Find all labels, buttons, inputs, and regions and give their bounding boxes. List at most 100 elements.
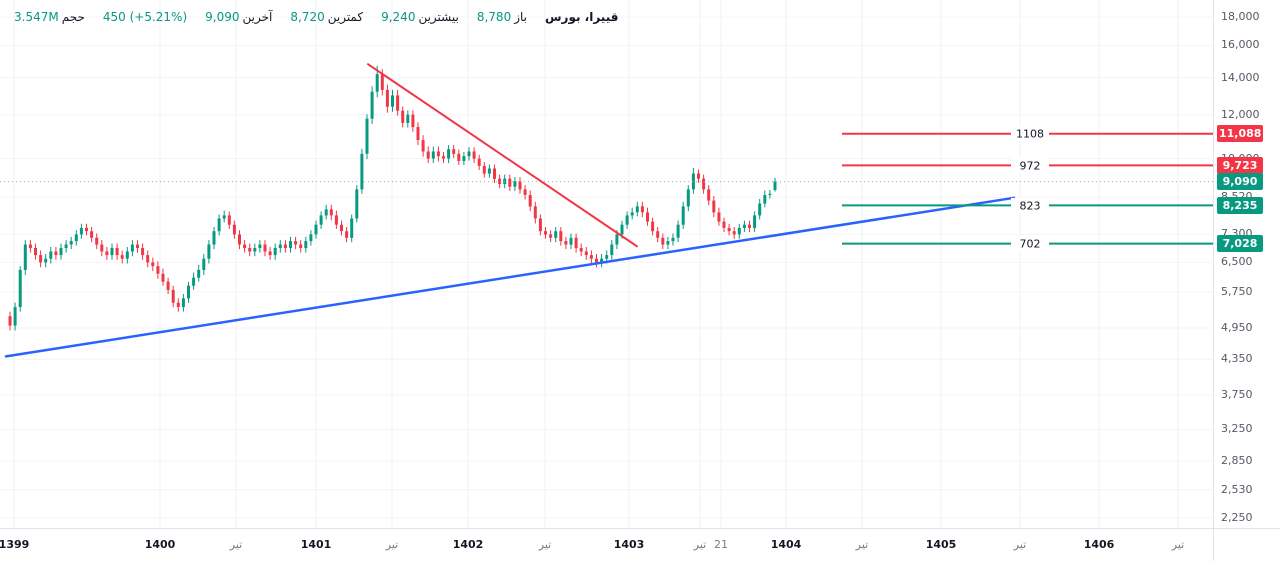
- time-axis-label: تیر: [538, 538, 552, 551]
- level-price-badge: 11,088: [1217, 125, 1263, 143]
- time-axis-label: تیر: [385, 538, 399, 551]
- price-axis-label: 5,750: [1221, 284, 1253, 298]
- candle-body: [671, 237, 675, 242]
- candle-body: [452, 149, 456, 154]
- low-label: کمترین: [327, 10, 364, 24]
- candle-body: [187, 285, 190, 299]
- candle-body: [176, 302, 180, 308]
- level-price-badge: 7,028: [1217, 235, 1263, 253]
- candle-body: [110, 248, 114, 256]
- candle-body: [120, 255, 124, 259]
- candle-body: [661, 237, 665, 245]
- high-value: 9,240: [381, 10, 416, 24]
- candle-body: [375, 74, 379, 92]
- candle-body: [442, 156, 445, 159]
- candle-body: [105, 251, 109, 256]
- candle-body: [273, 248, 277, 256]
- candle-body: [513, 181, 517, 187]
- candle-body: [727, 227, 731, 232]
- candle-body: [85, 227, 88, 232]
- candle-body: [329, 209, 333, 216]
- candle-body: [100, 244, 104, 252]
- symbol-name[interactable]: قییرا، بورس: [545, 10, 619, 24]
- candle-body: [54, 251, 58, 256]
- level-label-bg: [1011, 197, 1049, 213]
- candle-body: [79, 227, 83, 235]
- time-axis-label: تیر: [693, 538, 707, 551]
- candle-body: [487, 168, 491, 174]
- candle-body: [676, 224, 680, 238]
- candle-body: [69, 241, 73, 245]
- high-label: بیشترین: [418, 10, 459, 24]
- price-axis-label: 2,530: [1221, 482, 1253, 496]
- candle-body: [732, 231, 736, 235]
- candle-body: [141, 248, 145, 256]
- candle-body: [151, 262, 155, 267]
- time-axis-label: 1403: [613, 538, 645, 551]
- candle-body: [656, 231, 660, 238]
- candle-body: [217, 218, 221, 232]
- candle-body: [166, 281, 170, 290]
- candle-body: [18, 269, 22, 307]
- time-axis-label: 1402: [452, 538, 484, 551]
- candle-body: [595, 258, 598, 263]
- candle-body: [28, 244, 32, 248]
- candle-body: [630, 212, 634, 216]
- candle-body: [248, 248, 252, 252]
- candle-body: [717, 212, 721, 222]
- price-axis[interactable]: 18,00016,00014,00012,00010,0008,5207,300…: [1213, 0, 1280, 528]
- candle-body: [538, 218, 542, 232]
- level-label-bg: [1011, 126, 1049, 142]
- candle-body: [579, 248, 583, 252]
- candle-body: [528, 195, 532, 207]
- last-field: آخرین9,090: [205, 10, 272, 24]
- time-axis-label: 21: [714, 538, 728, 551]
- candle-body: [589, 255, 593, 259]
- price-axis-label: 14,000: [1221, 70, 1260, 84]
- candle-body: [243, 244, 247, 248]
- low-field: کمترین8,720: [290, 10, 363, 24]
- candle-body: [253, 248, 257, 252]
- price-axis-label: 2,850: [1221, 454, 1253, 467]
- candle-body: [625, 215, 629, 225]
- candle-body: [115, 248, 119, 256]
- price-axis-label: 3,250: [1221, 422, 1253, 436]
- time-axis[interactable]: 1399 1400 تیر 1401 تیر 1402 تیر 1403 تیر 21 1404 تی…: [0, 528, 1213, 561]
- candle-body: [447, 149, 451, 159]
- time-axis-label: تیر: [855, 538, 869, 551]
- candle-body: [283, 244, 287, 248]
- candle-body: [370, 91, 374, 119]
- candle-body: [533, 206, 537, 219]
- candle-body: [482, 166, 486, 174]
- price-chart-canvas[interactable]: 1108 972 823 702: [0, 0, 1213, 528]
- candle-body: [324, 209, 328, 216]
- candle-body: [523, 189, 527, 195]
- candle-body: [605, 255, 609, 259]
- candle-body: [554, 231, 558, 238]
- candle-body: [457, 153, 461, 161]
- open-value: 8,780: [476, 10, 512, 24]
- support-trendline[interactable]: [4, 196, 1016, 358]
- candle-body: [722, 221, 726, 228]
- resistance-trendline[interactable]: [367, 63, 638, 248]
- candle-body: [467, 151, 471, 157]
- volume-field: حجم3.547M: [14, 10, 85, 24]
- candle-body: [416, 127, 420, 140]
- candle-body: [691, 173, 695, 190]
- candle-body: [646, 212, 649, 222]
- candle-body: [136, 244, 139, 248]
- change-value: 450 (+5.21%): [102, 10, 188, 24]
- last-value: 9,090: [205, 10, 240, 24]
- candle-body: [768, 193, 772, 195]
- level-label-bg: [1011, 157, 1049, 173]
- level-price-badge: 8,235: [1217, 196, 1263, 214]
- candle-body: [258, 244, 262, 248]
- candle-body: [263, 244, 267, 252]
- candle-body: [753, 215, 757, 228]
- candle-body: [406, 114, 410, 123]
- candle-body: [564, 241, 568, 245]
- candle-body: [268, 251, 272, 256]
- candle-body: [340, 224, 343, 232]
- candle-body: [207, 244, 211, 259]
- candle-body: [472, 151, 476, 159]
